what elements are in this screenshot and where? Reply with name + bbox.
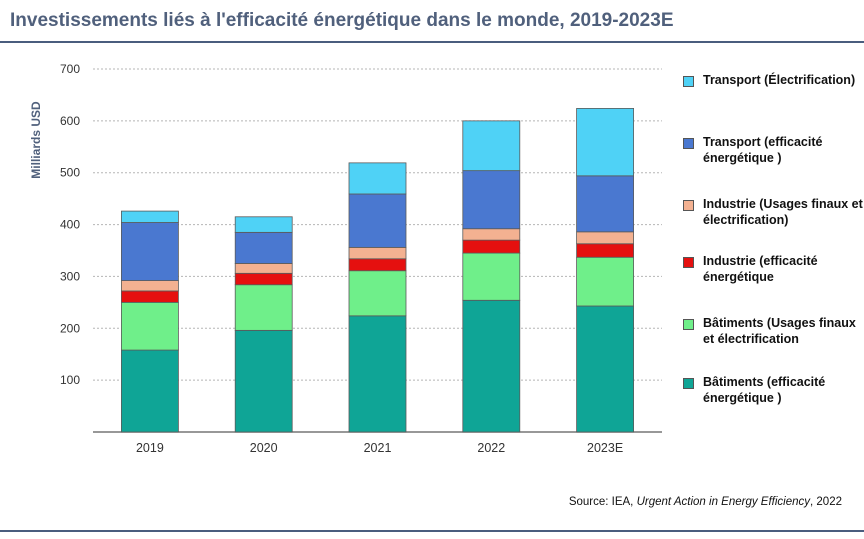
- legend-item: Bâtiments (Usages finaux et électrificat…: [683, 315, 863, 347]
- bar-segment: [121, 222, 179, 281]
- bar-segment: [462, 252, 521, 301]
- x-tick-label: 2022: [477, 441, 505, 455]
- x-tick-label: 2020: [250, 441, 278, 455]
- bar-segment: [576, 175, 634, 233]
- legend-item: Transport (Électrification): [683, 72, 855, 88]
- y-tick-label: 600: [60, 114, 80, 128]
- y-tick-label: 200: [60, 321, 80, 335]
- bar-segment: [576, 256, 634, 307]
- bar-segment: [462, 228, 521, 241]
- y-tick-label: 400: [60, 218, 80, 232]
- bar-segment: [576, 305, 634, 433]
- legend-swatch: [683, 319, 694, 330]
- bar-segment: [348, 246, 407, 260]
- legend-item: Transport (efficacité énergétique ): [683, 134, 863, 166]
- legend-item: Industrie (Usages finaux et électrificat…: [683, 196, 863, 228]
- y-tick-label: 300: [60, 269, 80, 283]
- bar-segment: [234, 231, 293, 264]
- source-note: Source: IEA, Urgent Action in Energy Eff…: [569, 496, 842, 508]
- bar-segment: [121, 290, 179, 303]
- x-tick-label: 2023E: [587, 441, 623, 455]
- bar-segment: [576, 108, 634, 177]
- bar-segment: [462, 120, 521, 172]
- bar-segment: [121, 301, 179, 351]
- legend-swatch: [683, 76, 694, 87]
- legend-label: Bâtiments (efficacité énergétique ): [703, 375, 826, 405]
- bar-segment: [234, 263, 293, 274]
- top-divider: [0, 41, 864, 43]
- bar-segment: [462, 170, 521, 230]
- y-axis-label: Milliards USD: [29, 101, 43, 179]
- bar-segment: [348, 270, 407, 317]
- bar-segment: [348, 193, 407, 248]
- bar-segment: [462, 239, 521, 254]
- bottom-divider: [0, 530, 864, 532]
- legend-swatch: [683, 257, 694, 268]
- source-suffix: , 2022: [810, 496, 842, 508]
- legend-item: Bâtiments (efficacité énergétique ): [683, 374, 863, 406]
- legend-label: Transport (Électrification): [703, 73, 856, 87]
- source-prefix: Source: IEA,: [568, 496, 637, 508]
- y-tick-label: 700: [60, 62, 80, 76]
- bar-segment: [576, 231, 634, 245]
- bar-segment: [234, 329, 293, 433]
- legend-swatch: [683, 378, 694, 389]
- bar-segment: [462, 299, 521, 433]
- bar-segment: [121, 280, 179, 292]
- bar-segment: [234, 284, 293, 331]
- bar-segment: [348, 315, 407, 433]
- bar-segment: [348, 162, 407, 195]
- source-report-title: Urgent Action in Energy Efficiency: [636, 496, 811, 508]
- legend-item: Industrie (efficacité énergétique: [683, 253, 863, 285]
- x-tick-label: 2021: [364, 441, 392, 455]
- legend-label: Transport (efficacité énergétique ): [703, 135, 823, 165]
- bar-segment: [576, 243, 634, 258]
- y-tick-label: 500: [60, 166, 80, 180]
- bar-segment: [234, 216, 293, 233]
- bar-segment: [348, 258, 407, 272]
- bar-segment: [121, 210, 179, 223]
- y-tick-label: 100: [60, 373, 80, 387]
- legend-swatch: [683, 138, 694, 149]
- legend-label: Bâtiments (Usages finaux et électrificat…: [703, 316, 856, 346]
- bar-segment: [234, 272, 293, 286]
- bar-segment: [121, 349, 179, 433]
- x-tick-label: 2019: [136, 441, 164, 455]
- legend-label: Industrie (Usages finaux et électrificat…: [703, 197, 863, 227]
- legend-swatch: [683, 200, 694, 211]
- legend-label: Industrie (efficacité énergétique: [703, 254, 818, 284]
- chart-title: Investissements liés à l'efficacité éner…: [10, 10, 674, 31]
